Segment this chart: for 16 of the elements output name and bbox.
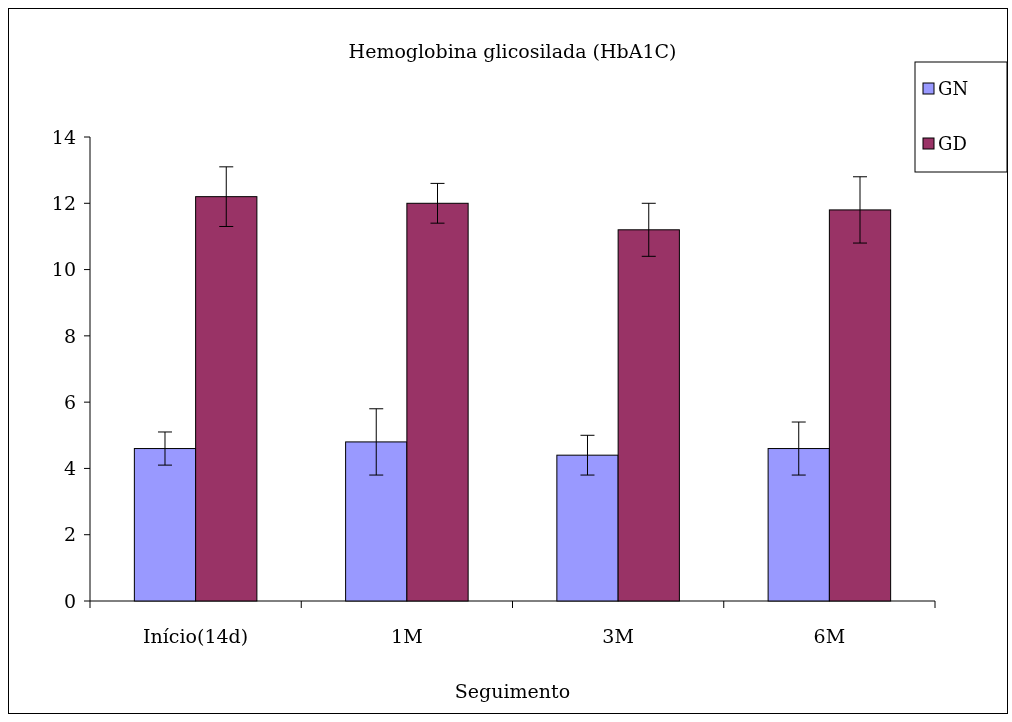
x-tick-label: Início(14d) bbox=[143, 625, 249, 647]
x-axis-title: Seguimento bbox=[454, 680, 571, 702]
x-tick-label: 3M bbox=[602, 625, 634, 647]
y-tick-label: 4 bbox=[63, 457, 76, 480]
y-tick-label: 2 bbox=[63, 523, 76, 546]
y-tick-label: 12 bbox=[51, 191, 76, 214]
x-tick-label: 6M bbox=[813, 625, 846, 647]
y-tick-label: 10 bbox=[51, 258, 76, 281]
legend-label: GD bbox=[938, 133, 967, 155]
y-tick-label: 14 bbox=[51, 125, 76, 148]
x-tick-label: 1M bbox=[391, 625, 423, 647]
y-tick-label: 0 bbox=[63, 589, 76, 612]
y-tick-label: 8 bbox=[63, 324, 76, 347]
chart-title: Hemoglobina glicosilada (HbA1C) bbox=[348, 40, 677, 62]
y-tick-label: 6 bbox=[63, 390, 76, 413]
legend-label: GN bbox=[938, 78, 969, 100]
